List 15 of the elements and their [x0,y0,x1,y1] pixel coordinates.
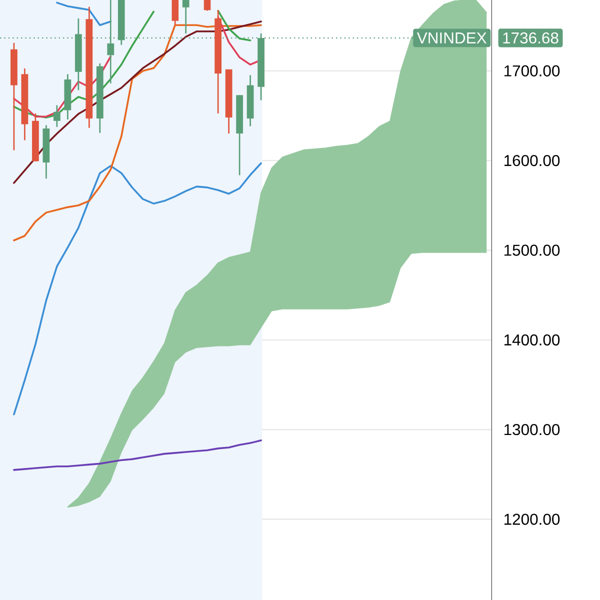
line-series [13,439,262,471]
candlestick [53,104,60,128]
y-tick-label: 1600.00 [504,154,560,166]
y-tick-label: 1200.00 [504,514,560,525]
line-series [13,162,262,416]
candlestick [204,0,211,12]
y-tick-label: 1700.00 [504,65,560,76]
candlestick [182,0,190,34]
y-tick-label: 1736.68 [503,32,558,44]
y-tick-label: 1400.00 [504,334,560,346]
ref-line-label: VNINDEX [416,32,487,44]
y-tick-label: 1500.00 [504,244,560,256]
y-tick-label: 1300.00 [504,424,560,436]
line-series [56,2,112,26]
candlestick [172,0,179,26]
